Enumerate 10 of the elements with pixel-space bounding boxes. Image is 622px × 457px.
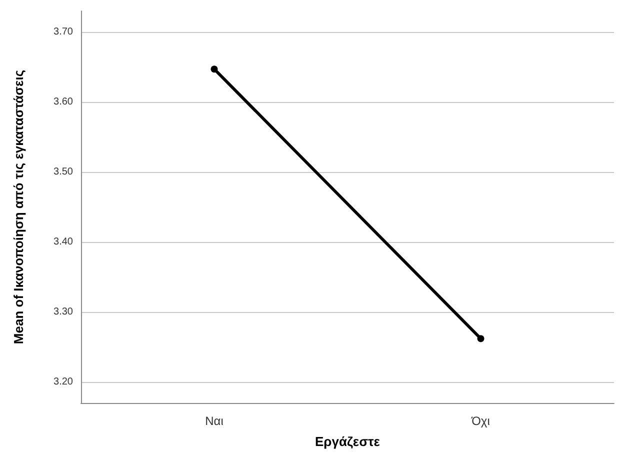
x-axis-title: Εργάζεστε [315,434,380,449]
y-tick-label: 3.30 [54,306,74,318]
x-tick-label: Όχι [470,414,490,428]
y-tick-label: 3.70 [54,26,74,38]
y-axis-title: Mean of Ικανοποίηση από τις εγκαταστάσεις [11,70,26,344]
y-tick-label: 3.60 [54,96,74,108]
y-tick-label: 3.40 [54,236,74,248]
y-tick-label: 3.50 [54,166,74,178]
x-tick-label: Ναι [205,414,224,428]
y-tick-label: 3.20 [54,376,74,388]
